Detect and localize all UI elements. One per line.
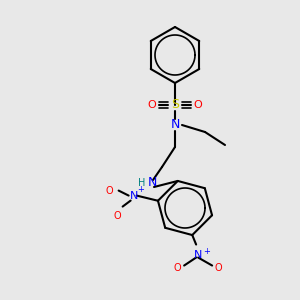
- Text: H: H: [138, 178, 145, 188]
- Text: O: O: [173, 262, 181, 272]
- Text: O: O: [214, 262, 222, 272]
- Text: O: O: [148, 100, 156, 110]
- Text: N: N: [170, 118, 180, 131]
- Text: S: S: [171, 98, 179, 112]
- Text: +: +: [203, 247, 210, 256]
- Text: +: +: [137, 185, 144, 194]
- Text: O: O: [106, 186, 113, 196]
- Text: O: O: [114, 211, 122, 220]
- Text: O: O: [194, 100, 202, 110]
- Text: N: N: [129, 190, 138, 201]
- Text: N: N: [194, 250, 202, 260]
- Text: N: N: [147, 176, 157, 190]
